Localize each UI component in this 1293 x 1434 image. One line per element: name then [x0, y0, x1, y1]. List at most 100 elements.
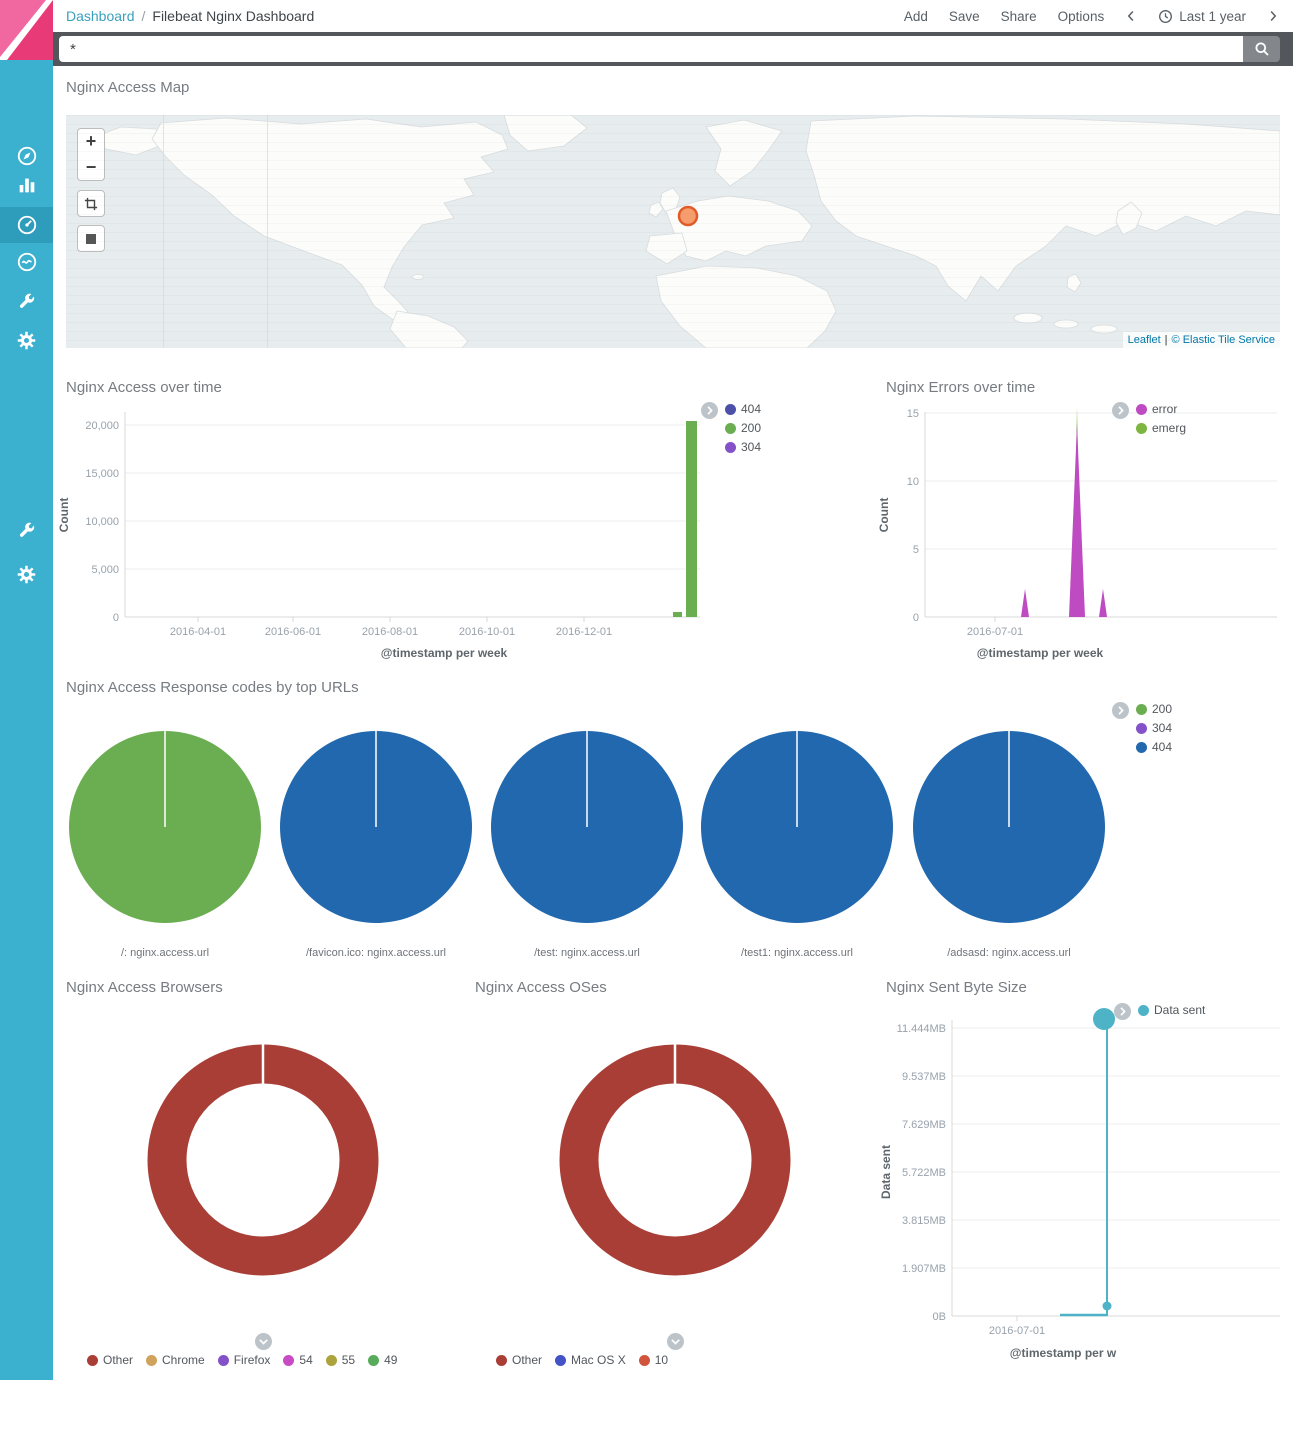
legend-item-200[interactable]: 200 [1136, 702, 1172, 716]
chevron-right-icon [1270, 10, 1277, 22]
sidebar-item-dashboard[interactable] [0, 207, 53, 243]
donut-ring-other[interactable] [147, 1044, 379, 1276]
query-input[interactable] [59, 36, 1243, 62]
legend-item-other[interactable]: Other [496, 1353, 542, 1367]
sidebar [0, 60, 53, 1429]
svg-text:15,000: 15,000 [85, 468, 119, 480]
legend-item-other[interactable]: Other [87, 1353, 133, 1367]
dashboard-gauge-icon [17, 215, 36, 235]
access-map[interactable]: + − Leaflet | © Elastic Tile Service [66, 115, 1280, 348]
legend-dot [725, 403, 736, 415]
access-legend: 404 200 304 [701, 402, 761, 454]
sidebar-item-timelion[interactable] [0, 244, 53, 280]
y-axis-title: Count [57, 498, 71, 533]
legend-dot [725, 441, 736, 453]
sidebar-item-management[interactable] [0, 322, 53, 358]
legend-item-data-sent[interactable]: Data sent [1138, 1003, 1205, 1017]
legend-item-200[interactable]: 200 [725, 421, 761, 435]
bar-200-small[interactable] [673, 612, 682, 617]
sidebar-item-plugin-tools[interactable] [0, 512, 53, 548]
legend-expand-icon[interactable] [255, 1333, 272, 1350]
gridlines [952, 1027, 1280, 1269]
y-axis-title: Data sent [879, 1145, 893, 1199]
legend-toggle-icon[interactable] [1112, 702, 1129, 719]
page-title: Filebeat Nginx Dashboard [152, 8, 315, 24]
y-axis-title: Count [877, 498, 891, 533]
legend-item-49[interactable]: 49 [368, 1353, 397, 1367]
legend-item-emerg[interactable]: emerg [1136, 421, 1186, 435]
svg-text:3.815MB: 3.815MB [902, 1215, 946, 1227]
sidebar-item-discover[interactable] [0, 138, 53, 174]
legend-item-10[interactable]: 10 [638, 1353, 668, 1367]
sidebar-item-devtools[interactable] [0, 283, 53, 319]
panel-title-errors-over-time: Nginx Errors over time [886, 379, 1036, 396]
legend-label: 54 [299, 1353, 313, 1367]
legend-item-304[interactable]: 304 [1136, 721, 1172, 735]
panel-title-sent-bytes: Nginx Sent Byte Size [886, 979, 1027, 996]
sidebar-item-plugin-settings[interactable] [0, 556, 53, 592]
legend-item-54[interactable]: 54 [283, 1353, 313, 1367]
zoom-out-button[interactable]: − [77, 154, 105, 181]
legend-toggle-icon[interactable] [1114, 1003, 1131, 1020]
legend-expand-icon[interactable] [667, 1333, 684, 1350]
error-spike-main[interactable] [1069, 424, 1085, 617]
legend-label: 404 [1152, 740, 1173, 754]
gridlines [925, 412, 1277, 550]
options-button[interactable]: Options [1057, 8, 1105, 24]
legend-item-404[interactable]: 404 [1136, 740, 1172, 754]
time-forward-button[interactable] [1267, 9, 1279, 23]
error-spike-small[interactable] [1099, 589, 1107, 617]
leaflet-link[interactable]: Leaflet [1127, 334, 1161, 346]
time-back-button[interactable] [1125, 9, 1137, 23]
tile-service-link[interactable]: © Elastic Tile Service [1171, 334, 1275, 346]
search-button[interactable] [1243, 36, 1280, 62]
legend-item-macosx[interactable]: Mac OS X [555, 1353, 626, 1367]
data-point-max[interactable] [1093, 1008, 1115, 1030]
x-axis-title: @timestamp per week [977, 646, 1104, 660]
breadcrumb-separator: / [141, 8, 146, 24]
draw-filter-button[interactable] [77, 190, 105, 217]
add-button[interactable]: Add [903, 8, 928, 24]
sidebar-item-visualize[interactable] [0, 167, 53, 203]
kibana-logo[interactable] [0, 0, 53, 60]
clock-icon [1159, 9, 1173, 23]
donut-ring-other[interactable] [559, 1044, 791, 1276]
zoom-in-button[interactable]: + [77, 128, 105, 155]
legend-label: Mac OS X [571, 1353, 626, 1367]
access-over-time-chart: 0 5,000 10,000 15,000 20,000 2016-04-01 … [57, 412, 700, 660]
sent-bytes-chart: 0B 1.907MB 3.815MB 5.722MB 7.629MB 9.537… [879, 1008, 1280, 1360]
bar-200-large[interactable] [686, 421, 697, 617]
map-attribution: Leaflet | © Elastic Tile Service [1122, 332, 1280, 348]
sidebar-collapse-button[interactable] [0, 1398, 53, 1434]
save-button[interactable]: Save [948, 8, 980, 24]
legend-item-error[interactable]: error [1136, 402, 1186, 416]
legend-toggle-icon[interactable] [1112, 402, 1129, 419]
x-axis-label: 2016-07-01 [989, 1325, 1045, 1337]
legend-dot [1136, 703, 1147, 715]
fit-bounds-button[interactable] [77, 225, 105, 252]
legend-label: 200 [741, 421, 762, 435]
x-axis-label: 2016-07-01 [967, 626, 1023, 638]
data-point-min[interactable] [1102, 1301, 1112, 1311]
legend-item-firefox[interactable]: Firefox [217, 1353, 270, 1367]
map-marker[interactable] [676, 204, 700, 228]
error-spike-small[interactable] [1021, 589, 1029, 617]
legend-item-55[interactable]: 55 [325, 1353, 355, 1367]
pie-chart-favicon-url [280, 731, 472, 923]
legend-item-304[interactable]: 304 [725, 440, 761, 454]
svg-text:0: 0 [913, 612, 919, 624]
pie-label: /test: nginx.access.url [534, 947, 640, 959]
breadcrumb-dashboard-link[interactable]: Dashboard [66, 8, 135, 24]
legend-toggle-icon[interactable] [701, 402, 718, 419]
bytes-legend: Data sent [1114, 1003, 1205, 1020]
svg-text:20,000: 20,000 [85, 420, 119, 432]
y-axis-labels: 0 5,000 10,000 15,000 20,000 [85, 420, 119, 624]
legend-item-chrome[interactable]: Chrome [146, 1353, 205, 1367]
share-button[interactable]: Share [1000, 8, 1037, 24]
pie-chart-root-url [69, 731, 261, 923]
time-picker[interactable]: Last 1 year [1158, 9, 1246, 24]
wrench-icon [19, 522, 35, 537]
legend-dot [325, 1354, 337, 1366]
legend-item-404[interactable]: 404 [725, 402, 761, 416]
tile-seam [163, 115, 164, 348]
